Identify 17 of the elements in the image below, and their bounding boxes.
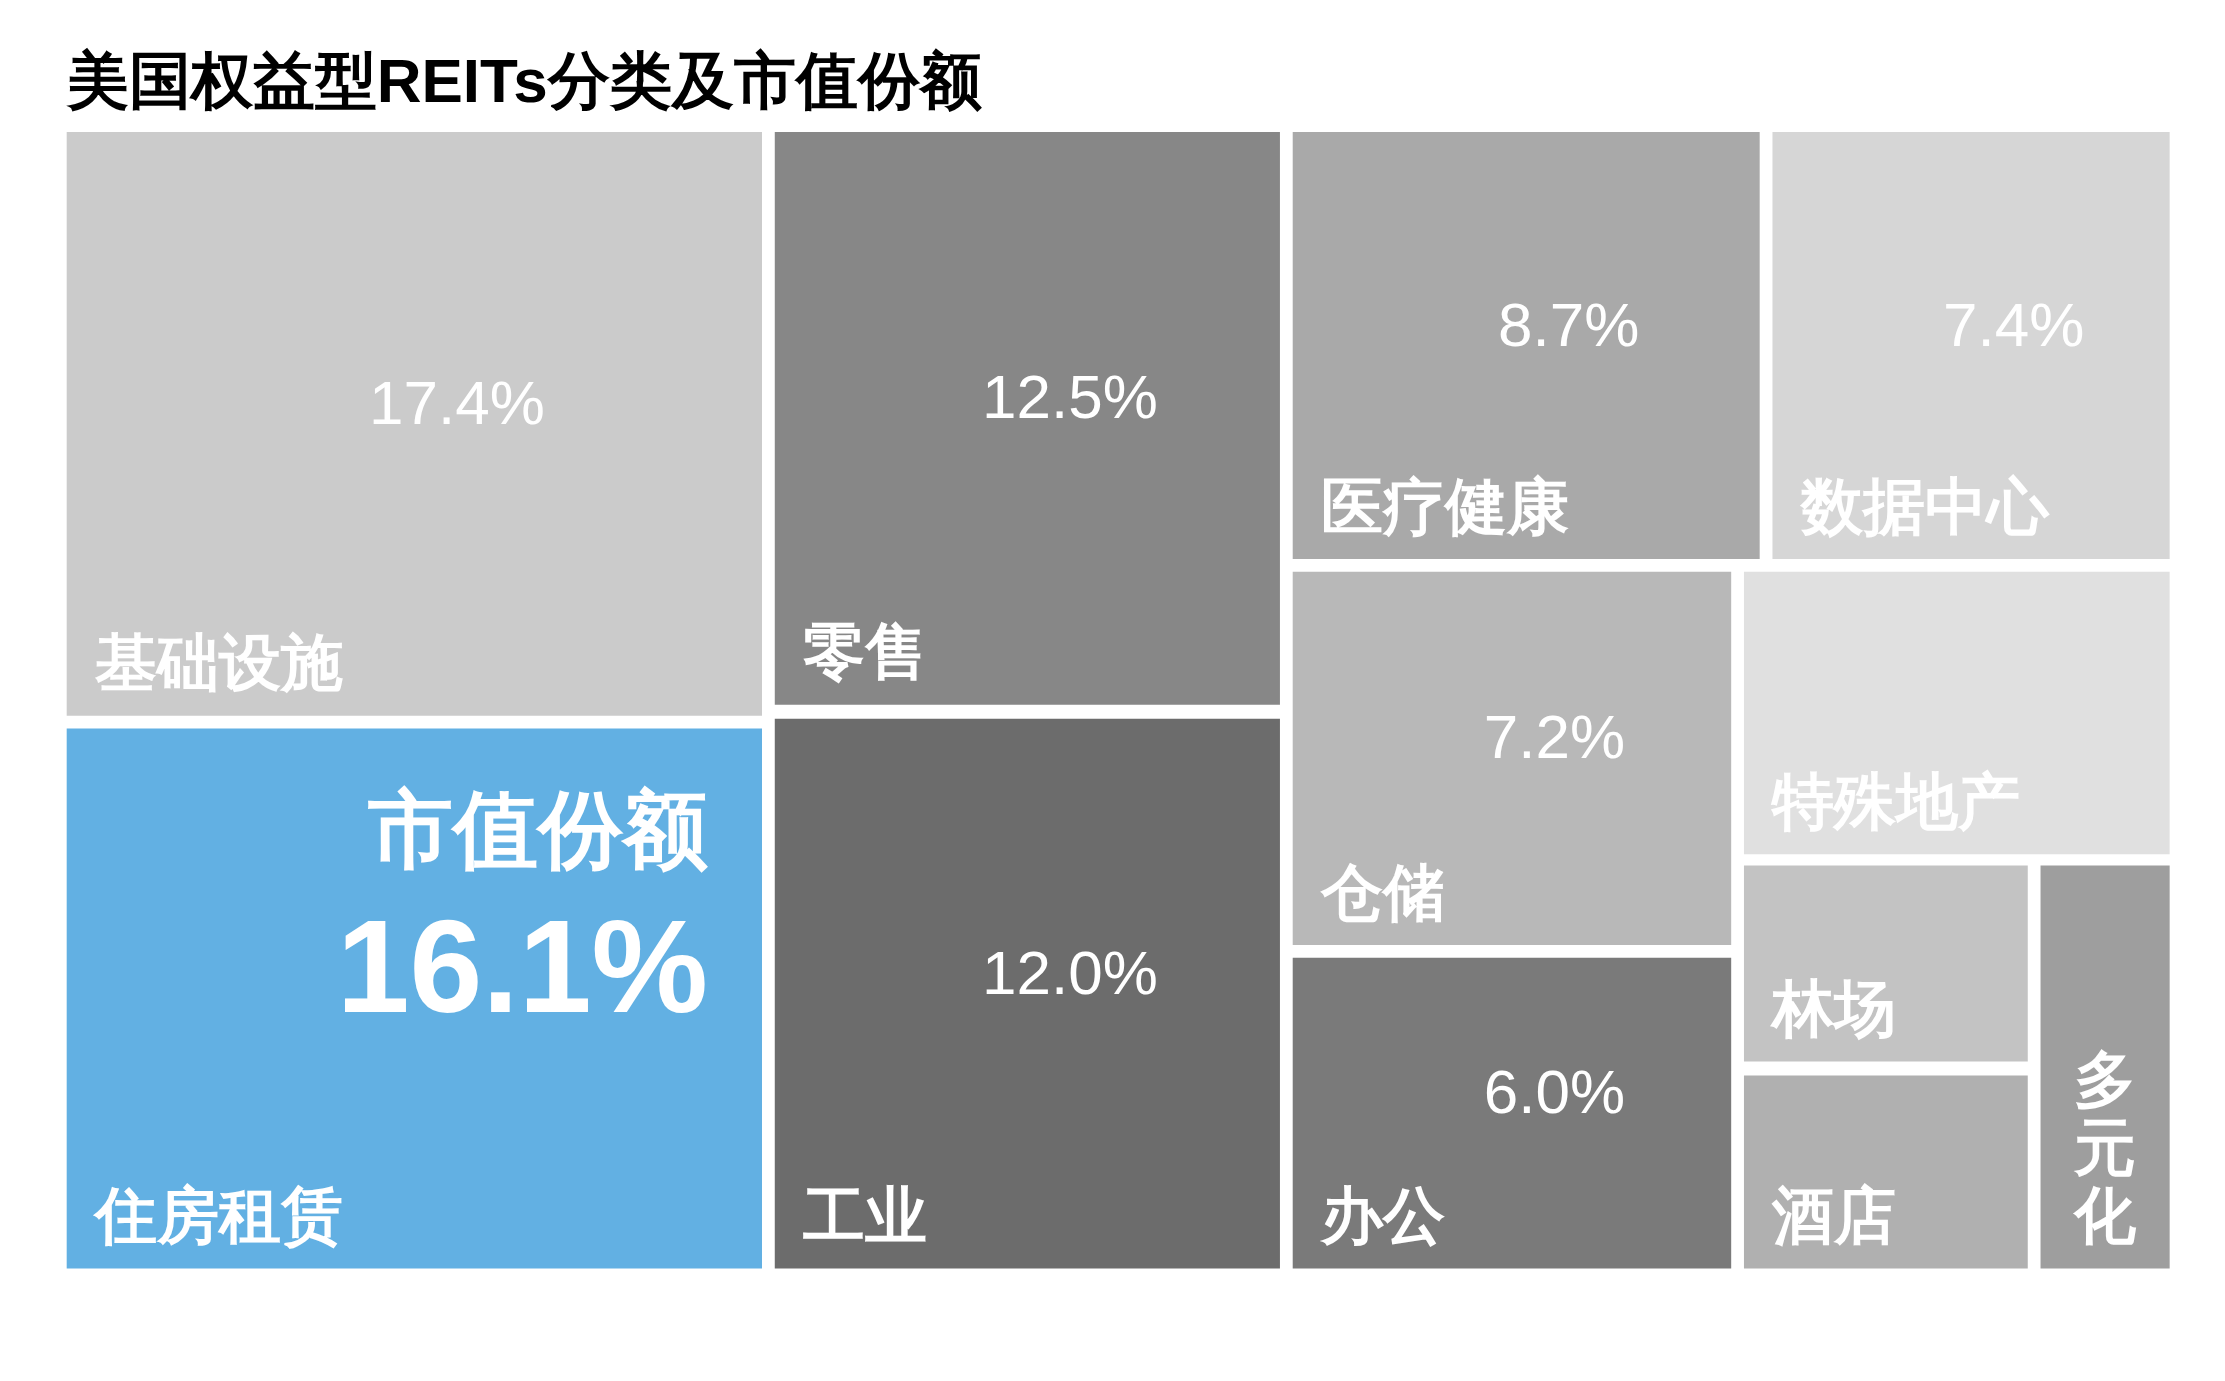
category-label: 酒店 (1771, 1181, 1897, 1251)
data-label: 12.0% (982, 937, 1158, 1007)
category-label: 仓储 (1320, 857, 1446, 927)
data-label: 12.5% (982, 362, 1158, 432)
category-label: 零售 (803, 617, 928, 687)
data-label: 7.2% (1483, 702, 1626, 772)
category-label: 住房租赁 (92, 1181, 344, 1251)
data-label: 6.0% (1483, 1057, 1626, 1127)
category-label: 林场 (1770, 974, 1897, 1044)
category-label: 办公 (1319, 1181, 1446, 1251)
category-label: 多元化 (2072, 1045, 2138, 1251)
text: 美国权益型REITs分类及市值份额 (65, 46, 982, 116)
category-label: 医疗健康 (1321, 471, 1570, 541)
category-label: 工业 (803, 1181, 928, 1251)
text: 市值份额 (368, 782, 709, 878)
data-label: 16.1% (336, 893, 709, 1041)
data-label: 8.7% (1498, 289, 1640, 359)
